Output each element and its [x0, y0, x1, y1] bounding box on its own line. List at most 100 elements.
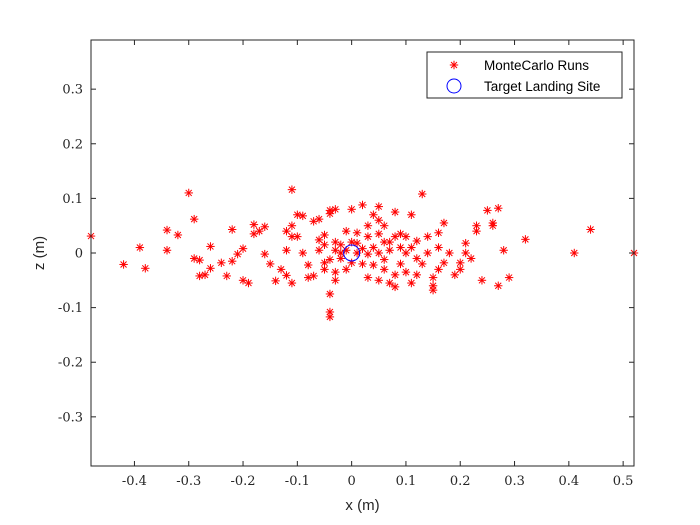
montecarlo-point: [352, 228, 362, 237]
montecarlo-point: [244, 278, 253, 288]
montecarlo-point: [293, 232, 302, 241]
montecarlo-point: [325, 289, 335, 299]
montecarlo-point: [363, 249, 373, 259]
montecarlo-point: [423, 232, 432, 241]
montecarlo-point: [363, 232, 373, 241]
montecarlo-point: [304, 260, 313, 270]
montecarlo-point: [260, 222, 269, 231]
y-tick-label: 0.2: [62, 137, 83, 152]
montecarlo-point: [320, 265, 329, 274]
montecarlo-point: [390, 207, 400, 217]
montecarlo-point: [298, 211, 307, 221]
montecarlo-point: [434, 228, 443, 237]
montecarlo-point: [184, 188, 193, 198]
montecarlo-point: [418, 259, 427, 269]
montecarlo-point: [189, 214, 199, 224]
montecarlo-point: [477, 276, 487, 285]
x-tick-label: -0.1: [285, 474, 310, 489]
montecarlo-point: [412, 270, 421, 280]
montecarlo-point: [374, 216, 383, 225]
montecarlo-point: [265, 259, 275, 269]
montecarlo-point: [423, 248, 432, 258]
montecarlo-point: [483, 206, 492, 215]
legend-star: [449, 60, 459, 70]
montecarlo-point: [331, 246, 340, 255]
montecarlo-point: [331, 276, 340, 285]
legend: MonteCarlo Runs Target Landing Site: [426, 51, 623, 99]
montecarlo-point: [456, 265, 465, 274]
montecarlo-point: [331, 237, 340, 247]
montecarlo-point: [461, 248, 470, 258]
legend-label-target: Target Landing Site: [484, 79, 600, 94]
montecarlo-point: [206, 264, 215, 273]
montecarlo-point: [396, 259, 405, 269]
montecarlo-point: [276, 265, 286, 274]
montecarlo-point: [287, 185, 297, 194]
montecarlo-point: [189, 254, 199, 263]
montecarlo-point: [195, 271, 204, 281]
y-tick-label: -0.3: [58, 410, 83, 425]
montecarlo-point: [320, 230, 329, 240]
montecarlo-point: [380, 221, 389, 230]
montecarlo-point: [401, 232, 411, 241]
montecarlo-point: [456, 258, 465, 268]
montecarlo-point: [282, 271, 291, 280]
montecarlo-point: [320, 240, 329, 250]
montecarlo-point: [488, 221, 498, 230]
x-tick-label: 0.2: [450, 474, 471, 489]
montecarlo-point: [445, 248, 454, 258]
y-tick-label: 0.3: [62, 83, 83, 98]
montecarlo-point: [401, 267, 411, 277]
montecarlo-point: [260, 249, 269, 259]
target-landing-site-point: [343, 244, 361, 262]
montecarlo-point: [358, 244, 367, 253]
axis-ticks: -0.4 -0.3 -0.2 -0.1 0 0.1 0.2 0.3 0.4 0.5 -0.3 -0.2…: [58, 40, 634, 489]
montecarlo-point: [363, 273, 373, 282]
x-tick-label: 0: [347, 474, 355, 489]
montecarlo-point: [472, 226, 481, 236]
montecarlo-point: [396, 243, 405, 252]
montecarlo-point: [331, 205, 340, 214]
montecarlo-point: [412, 254, 421, 263]
montecarlo-point: [342, 265, 351, 274]
montecarlo-point: [358, 200, 367, 210]
montecarlo-point: [407, 278, 416, 288]
montecarlo-point: [249, 229, 259, 239]
montecarlo-point: [325, 312, 335, 322]
montecarlo-point: [461, 238, 470, 248]
x-tick-label: -0.4: [122, 474, 147, 489]
montecarlo-point: [586, 225, 595, 234]
montecarlo-point: [331, 267, 340, 277]
montecarlo-point: [504, 273, 514, 282]
montecarlo-point: [369, 243, 378, 252]
x-tick-label: -0.2: [231, 474, 256, 489]
x-tick-label: 0.5: [613, 474, 634, 489]
montecarlo-point: [249, 220, 259, 229]
legend-label-montecarlo: MonteCarlo Runs: [484, 58, 589, 73]
montecarlo-point: [227, 256, 237, 266]
montecarlo-point: [390, 232, 400, 241]
x-tick-label: 0.1: [396, 474, 417, 489]
montecarlo-point: [374, 229, 383, 239]
montecarlo-point: [233, 249, 242, 259]
montecarlo-point: [439, 258, 449, 268]
montecarlo-point: [304, 273, 313, 282]
montecarlo-point: [374, 248, 383, 258]
montecarlo-point: [494, 281, 503, 290]
montecarlo-point: [499, 246, 508, 255]
montecarlo-point: [439, 218, 449, 228]
data-marks: [86, 185, 639, 322]
montecarlo-point: [494, 204, 503, 213]
montecarlo-point: [390, 282, 400, 292]
montecarlo-point: [255, 226, 264, 236]
montecarlo-point: [385, 246, 394, 255]
montecarlo-point: [428, 273, 438, 282]
montecarlo-point: [407, 210, 416, 219]
montecarlo-point: [521, 235, 530, 244]
x-tick-label: -0.3: [176, 474, 201, 489]
montecarlo-point: [369, 260, 378, 270]
y-axis-label: z (m): [31, 236, 48, 270]
montecarlo-point: [222, 271, 231, 281]
montecarlo-point: [206, 242, 215, 251]
montecarlo-point: [570, 248, 579, 258]
